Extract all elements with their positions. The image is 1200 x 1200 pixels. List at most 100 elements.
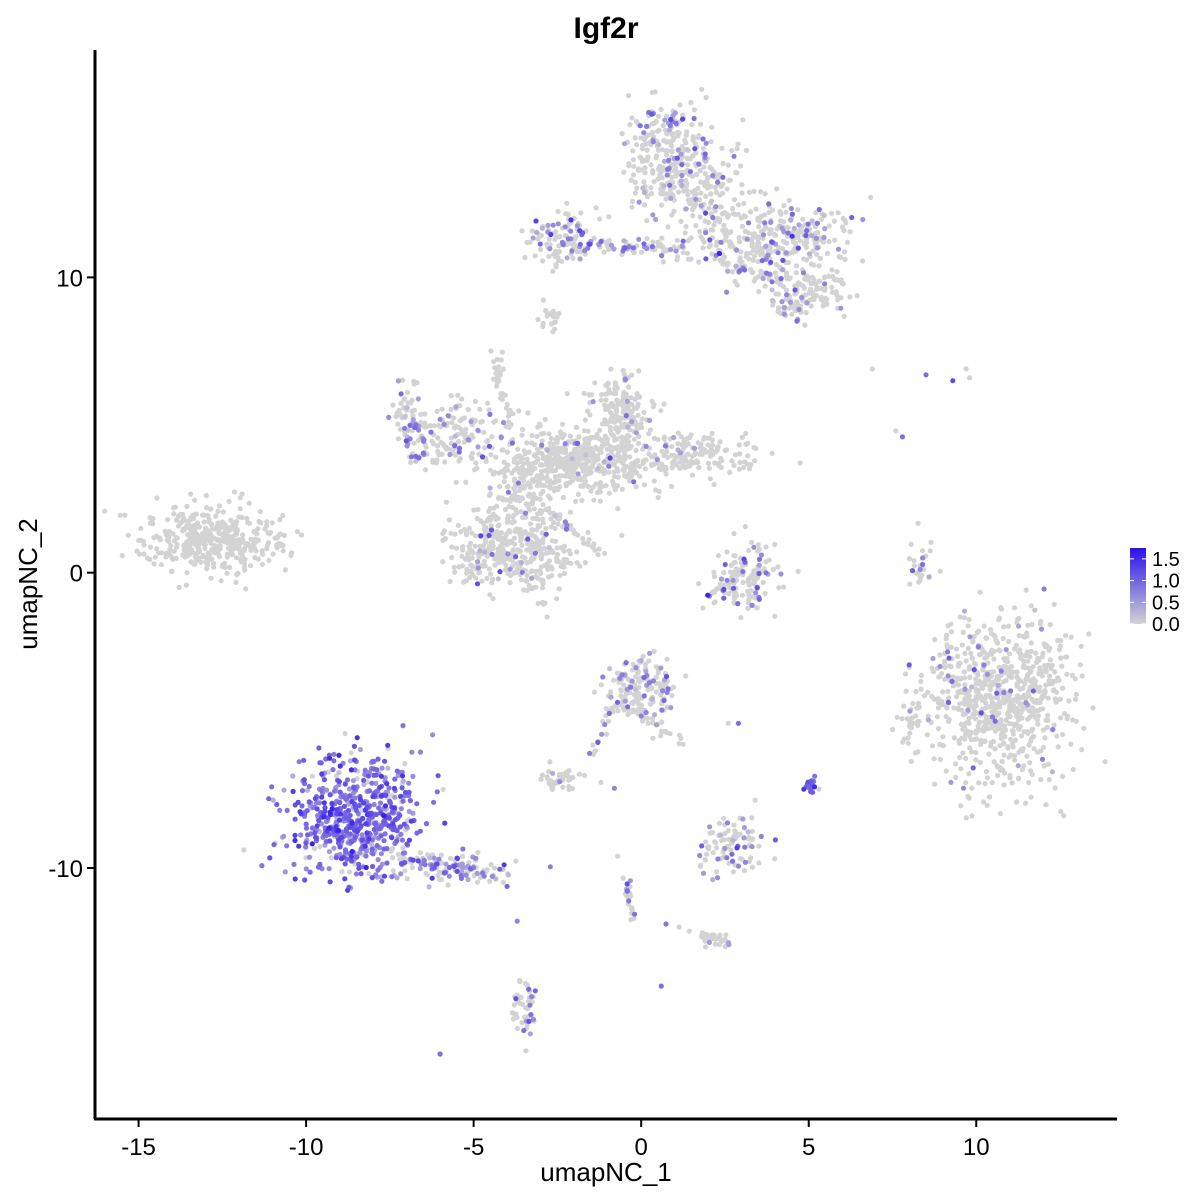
cell-point bbox=[244, 515, 250, 522]
cell-point bbox=[484, 575, 490, 582]
cell-point bbox=[948, 644, 954, 651]
cell-point bbox=[501, 470, 507, 476]
cell-point bbox=[579, 497, 585, 504]
cell-point bbox=[636, 440, 642, 446]
cell-point bbox=[925, 689, 931, 695]
cell-point bbox=[649, 454, 655, 460]
cell-point bbox=[631, 915, 637, 922]
cell-point bbox=[1063, 633, 1069, 639]
cell-point bbox=[828, 210, 835, 216]
cell-point bbox=[512, 476, 518, 482]
cell-point bbox=[711, 936, 717, 942]
cell-point bbox=[650, 239, 656, 245]
cell-point bbox=[575, 491, 582, 497]
cell-point bbox=[642, 466, 648, 472]
cell-point bbox=[196, 524, 202, 530]
cell-point bbox=[656, 127, 662, 133]
cell-point bbox=[659, 147, 665, 153]
cell-point bbox=[668, 452, 675, 458]
cell-point bbox=[677, 102, 683, 108]
cell-point bbox=[455, 438, 462, 445]
cell-point bbox=[1008, 752, 1014, 758]
cell-point bbox=[237, 506, 243, 512]
cell-point bbox=[704, 175, 711, 181]
cell-point bbox=[758, 552, 765, 558]
cell-point bbox=[688, 99, 694, 106]
cell-point bbox=[652, 89, 658, 95]
cell-point bbox=[999, 730, 1005, 736]
cell-point bbox=[204, 566, 210, 572]
cell-point bbox=[729, 148, 735, 154]
cell-point bbox=[629, 204, 635, 210]
cell-point bbox=[492, 556, 498, 562]
cell-point bbox=[563, 526, 570, 532]
cell-point bbox=[925, 713, 931, 719]
cell-point bbox=[604, 243, 611, 249]
cell-point bbox=[961, 669, 968, 675]
cell-point bbox=[793, 263, 800, 269]
cell-point bbox=[248, 547, 254, 554]
cell-point bbox=[192, 561, 198, 567]
cell-point bbox=[603, 382, 609, 388]
cell-point bbox=[976, 719, 982, 726]
cell-point bbox=[715, 460, 722, 466]
cell-point bbox=[222, 521, 228, 527]
cell-point bbox=[919, 572, 925, 578]
cell-point bbox=[750, 234, 757, 240]
cell-point bbox=[718, 455, 724, 461]
cell-point bbox=[481, 558, 487, 564]
cell-point bbox=[581, 772, 588, 779]
cell-point bbox=[920, 555, 926, 561]
cell-point bbox=[547, 440, 553, 446]
cell-point bbox=[551, 519, 557, 526]
cell-point bbox=[637, 679, 643, 685]
cell-point bbox=[948, 664, 954, 670]
cell-point bbox=[786, 276, 792, 282]
cell-point bbox=[1016, 726, 1022, 732]
cell-point bbox=[649, 685, 655, 691]
cell-point bbox=[816, 206, 822, 213]
cell-point bbox=[787, 299, 794, 305]
cell-point bbox=[644, 147, 650, 153]
cell-point bbox=[195, 542, 202, 548]
cell-point bbox=[547, 510, 553, 516]
cell-point bbox=[710, 850, 716, 856]
cell-point bbox=[303, 844, 309, 850]
cell-point bbox=[534, 546, 540, 552]
cell-point bbox=[417, 850, 423, 856]
cell-point bbox=[593, 453, 599, 459]
cell-point bbox=[661, 697, 667, 704]
cell-point bbox=[402, 414, 408, 420]
cell-point bbox=[998, 717, 1004, 723]
cell-point bbox=[1027, 714, 1033, 720]
cell-point bbox=[641, 179, 647, 185]
cell-point bbox=[658, 983, 664, 989]
cell-point bbox=[282, 869, 288, 875]
cell-point bbox=[826, 223, 832, 229]
cell-point bbox=[539, 772, 546, 778]
cell-point bbox=[658, 408, 664, 414]
cell-point bbox=[473, 855, 479, 861]
cell-point bbox=[907, 581, 913, 587]
cell-point bbox=[581, 466, 587, 472]
cell-point bbox=[151, 535, 157, 541]
cell-point bbox=[460, 853, 466, 859]
cell-point bbox=[796, 306, 802, 313]
cell-point bbox=[528, 994, 535, 1000]
cell-point bbox=[690, 213, 696, 219]
cell-point bbox=[1028, 738, 1034, 744]
cell-point bbox=[675, 441, 681, 447]
cell-point bbox=[653, 689, 659, 695]
cell-point bbox=[499, 559, 505, 565]
cell-point bbox=[240, 532, 246, 538]
cell-point bbox=[550, 779, 557, 785]
cell-point bbox=[966, 729, 972, 735]
cell-point bbox=[460, 547, 466, 553]
cell-point bbox=[1029, 621, 1035, 628]
cell-point bbox=[147, 556, 153, 563]
cell-point bbox=[516, 408, 522, 414]
cell-point bbox=[534, 476, 541, 482]
cell-point bbox=[691, 115, 697, 122]
cell-point bbox=[421, 438, 427, 444]
cell-point bbox=[734, 146, 740, 152]
